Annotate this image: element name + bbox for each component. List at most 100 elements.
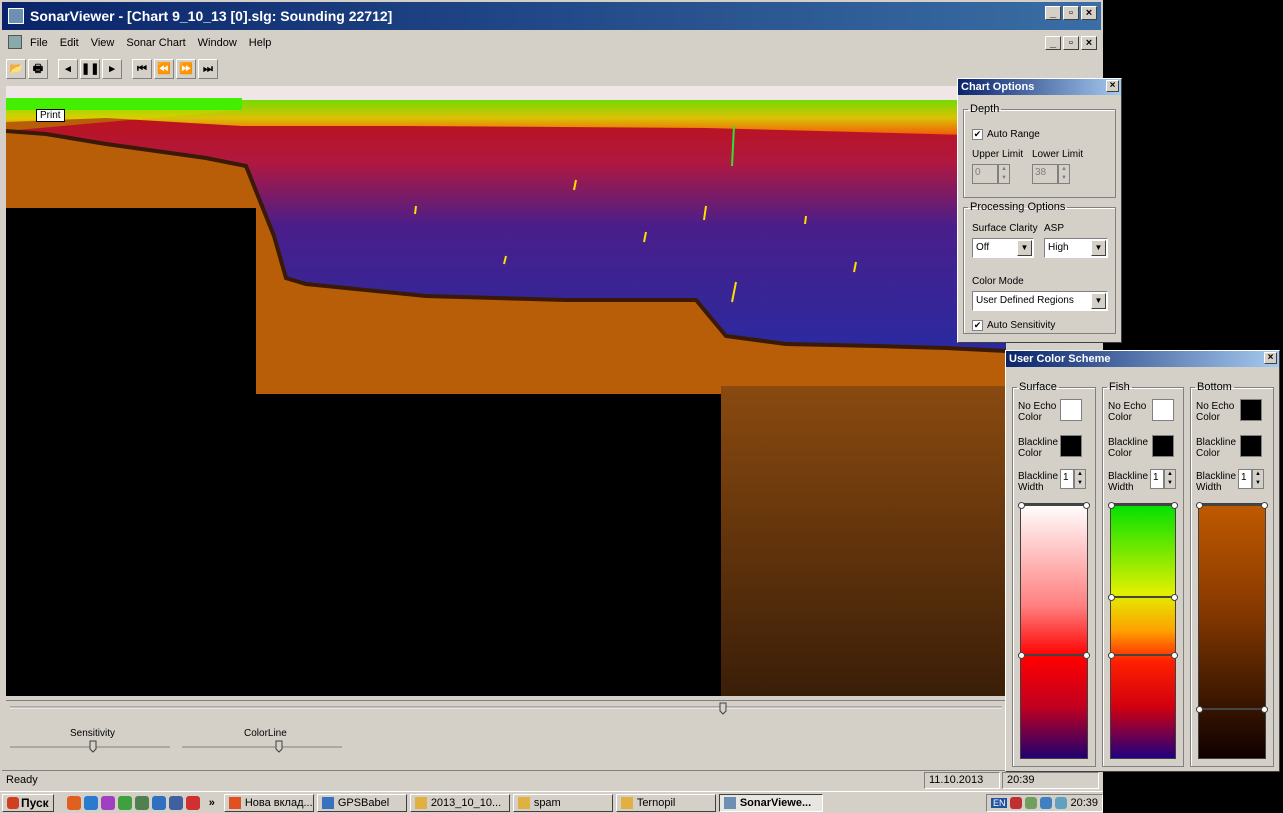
chart-scrollbar[interactable] [6, 700, 1006, 722]
surface-blackline-swatch[interactable] [1060, 435, 1082, 457]
chevron-down-icon: ▼ [1091, 293, 1106, 309]
upper-limit-spinner[interactable]: 0 ▲ ▼ [972, 164, 1010, 184]
surface-no-echo-label: No Echo [1018, 401, 1056, 412]
surface-no-echo-swatch[interactable] [1060, 399, 1082, 421]
skip-start-icon[interactable]: ⏮ [132, 59, 152, 79]
task-button-spam[interactable]: spam [513, 794, 613, 812]
pause-icon[interactable]: ❚❚ [80, 59, 100, 79]
app-icon-1[interactable] [118, 796, 132, 810]
open-folder-icon[interactable]: 📂 [6, 59, 26, 79]
fish-blackline-swatch[interactable] [1152, 435, 1174, 457]
bottom-width-spinner[interactable]: 1 ▲ ▼ [1238, 469, 1264, 489]
surface-handle-top[interactable] [1018, 504, 1090, 506]
tray-icon-1[interactable] [1010, 797, 1022, 809]
fish-blackline-label: Blackline [1108, 437, 1148, 448]
control-sliders: Sensitivity ColorLine [6, 724, 1006, 768]
surface-blackline-label-2: Color [1018, 448, 1042, 459]
surface-clarity-label: Surface Clarity [972, 223, 1038, 234]
fish-handle-top[interactable] [1108, 504, 1178, 506]
tray-icon-4[interactable] [1055, 797, 1067, 809]
auto-range-label: Auto Range [987, 129, 1040, 140]
tray-icon-2[interactable] [1025, 797, 1037, 809]
menu-view[interactable]: View [85, 37, 121, 49]
menu-edit[interactable]: Edit [54, 37, 85, 49]
close-button[interactable]: × [1081, 6, 1097, 20]
auto-sensitivity-label: Auto Sensitivity [987, 320, 1055, 331]
language-indicator[interactable]: EN [991, 798, 1008, 808]
sensitivity-slider[interactable] [10, 741, 170, 752]
chart-options-close-button[interactable]: × [1106, 80, 1119, 92]
surface-width-label: Blackline [1018, 471, 1058, 482]
sonar-chart[interactable]: Print [6, 86, 1006, 696]
app-icon-3[interactable] [152, 796, 166, 810]
fish-handle-mid[interactable] [1108, 596, 1178, 598]
start-button[interactable]: Пуск [2, 794, 54, 812]
fast-forward-icon[interactable]: ⏩ [176, 59, 196, 79]
surface-width-label-2: Width [1018, 482, 1044, 493]
menu-sonar-chart[interactable]: Sonar Chart [120, 37, 191, 49]
window-title: SonarViewer - [Chart 9_10_13 [0].slg: So… [30, 8, 392, 24]
media-icon[interactable] [101, 796, 115, 810]
surface-handle-mid[interactable] [1018, 654, 1090, 656]
rewind-icon[interactable]: ⏪ [154, 59, 174, 79]
fish-gradient[interactable] [1110, 503, 1176, 759]
chrome-icon[interactable] [67, 796, 81, 810]
chart-options-title[interactable]: Chart Options × [958, 79, 1121, 95]
fish-width-label-2: Width [1108, 482, 1134, 493]
bottom-blackline-swatch[interactable] [1240, 435, 1262, 457]
color-mode-select[interactable]: User Defined Regions ▼ [972, 291, 1108, 311]
color-scheme-title[interactable]: User Color Scheme × [1006, 351, 1279, 367]
taskbar: Пуск » Нова вклад... GPSBabel 2013_10_10… [0, 791, 1103, 813]
colorline-slider[interactable] [182, 741, 342, 752]
bottom-width-label-2: Width [1196, 482, 1222, 493]
fish-no-echo-swatch[interactable] [1152, 399, 1174, 421]
bottom-gradient[interactable] [1198, 503, 1266, 759]
upper-limit-label: Upper Limit [972, 149, 1023, 160]
surface-blackline-label: Blackline [1018, 437, 1058, 448]
task-button-ternopil[interactable]: Ternopil [616, 794, 716, 812]
lower-limit-spinner[interactable]: 38 ▲ ▼ [1032, 164, 1070, 184]
skip-end-icon[interactable]: ⏭ [198, 59, 218, 79]
bottom-handle-low[interactable] [1196, 708, 1268, 710]
opera-icon[interactable] [186, 796, 200, 810]
asp-select[interactable]: High ▼ [1044, 238, 1108, 258]
menu-help[interactable]: Help [243, 37, 278, 49]
play-reverse-icon[interactable]: ◂ [58, 59, 78, 79]
task-button-folder[interactable]: 2013_10_10... [410, 794, 510, 812]
surface-gradient[interactable] [1020, 503, 1088, 759]
fish-handle-low[interactable] [1108, 654, 1178, 656]
minimize-button[interactable]: _ [1045, 6, 1061, 20]
chevron-down-icon: ▼ [1017, 240, 1032, 256]
bottom-no-echo-swatch[interactable] [1240, 399, 1262, 421]
mdi-close-button[interactable]: × [1081, 36, 1097, 50]
print-icon[interactable]: 🖶 [28, 59, 48, 79]
surface-clarity-select[interactable]: Off ▼ [972, 238, 1034, 258]
surface-width-spinner[interactable]: 1 ▲ ▼ [1060, 469, 1086, 489]
menu-bar: File Edit View Sonar Chart Window Help _… [2, 33, 1101, 53]
tray-icon-3[interactable] [1040, 797, 1052, 809]
more-quicklaunch[interactable]: » [209, 797, 215, 809]
title-bar[interactable]: SonarViewer - [Chart 9_10_13 [0].slg: So… [2, 2, 1101, 30]
fish-width-spinner[interactable]: 1 ▲ ▼ [1150, 469, 1176, 489]
skype-icon[interactable] [84, 796, 98, 810]
play-icon[interactable]: ▸ [102, 59, 122, 79]
task-button-gpsbabel[interactable]: GPSBabel [317, 794, 407, 812]
asp-label: ASP [1044, 223, 1064, 234]
menu-window[interactable]: Window [192, 37, 243, 49]
app-icon-2[interactable] [135, 796, 149, 810]
task-button-sonarviewer[interactable]: SonarViewe... [719, 794, 823, 812]
restore-button[interactable]: ▫ [1063, 6, 1079, 20]
menu-file[interactable]: File [24, 37, 54, 49]
lower-limit-label: Lower Limit [1032, 149, 1083, 160]
mdi-restore-button[interactable]: ▫ [1063, 36, 1079, 50]
print-label[interactable]: Print [36, 109, 65, 122]
bottom-handle-top[interactable] [1196, 504, 1268, 506]
app-icon-4[interactable] [169, 796, 183, 810]
document-icon[interactable] [8, 35, 22, 49]
color-scheme-close-button[interactable]: × [1264, 352, 1277, 364]
auto-sensitivity-checkbox[interactable]: ✔ [972, 320, 983, 331]
mdi-minimize-button[interactable]: _ [1045, 36, 1061, 50]
task-button-chrome[interactable]: Нова вклад... [224, 794, 314, 812]
status-bar: Ready 11.10.2013 20:39 [2, 770, 1101, 790]
auto-range-checkbox[interactable]: ✔ [972, 129, 983, 140]
